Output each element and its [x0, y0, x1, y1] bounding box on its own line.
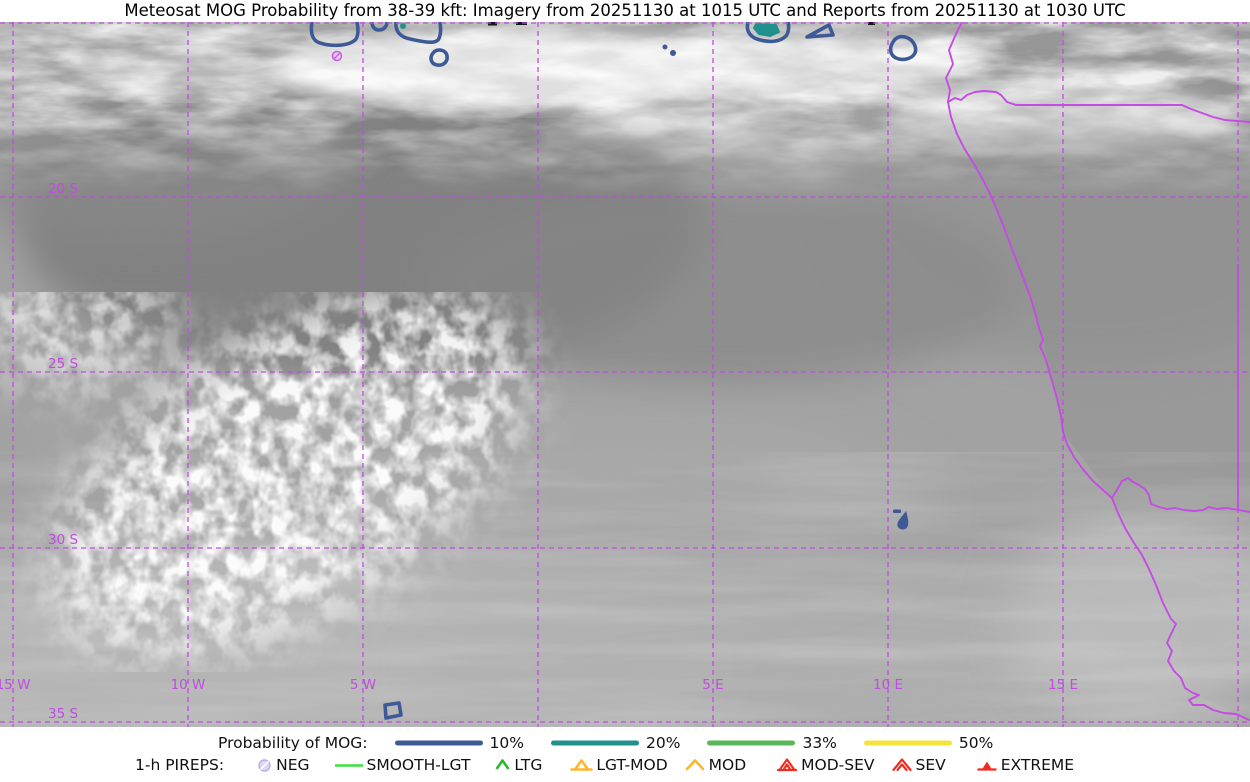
contour-10pct	[429, 48, 449, 67]
contour-10pct	[745, 22, 791, 44]
grid-labels: 20 S 25 S 30 S 35 S 15 W 10 W 5 W 5 E 10…	[0, 181, 1078, 722]
severe-double-caret-icon	[891, 758, 912, 772]
contour-10pct	[370, 22, 389, 32]
cumulus-cloud-field	[0, 292, 640, 672]
prob-10-label: 10%	[489, 734, 524, 752]
satellite-map: 20 S 25 S 30 S 35 S 15 W 10 W 5 W 5 E 10…	[0, 22, 1250, 727]
contour-20pct-dot	[400, 23, 406, 29]
lat-label: 35 S	[48, 706, 78, 722]
satellite-imagery-layer	[0, 22, 1250, 727]
prob-33-line-icon	[707, 740, 796, 746]
pirep-ltg-label: LTG	[514, 756, 543, 774]
contour-10pct	[309, 22, 360, 48]
grid-lines	[0, 22, 1250, 727]
prob-20-line-icon	[551, 740, 639, 746]
prob-20-label: 20%	[646, 734, 681, 752]
prob-50-line-icon	[863, 740, 952, 746]
contour-10pct-dot	[670, 50, 676, 56]
contour-10pct	[805, 23, 835, 39]
moderate-severe-triangle-icon	[777, 758, 798, 772]
lon-label: 10 E	[873, 677, 903, 693]
lat-label: 20 S	[48, 181, 78, 197]
contour-20pct-fill	[753, 23, 780, 37]
northern-border	[947, 90, 1250, 123]
top-cloud-band	[0, 22, 1250, 197]
light-moderate-triangle-icon	[570, 759, 594, 771]
neg-circle-icon	[258, 759, 271, 772]
contour-10pct	[888, 34, 918, 62]
probability-legend: Probability of MOG: 10% 20% 33% 50%	[218, 732, 993, 754]
coastline-borders	[945, 22, 1250, 721]
lon-label: 10 W	[171, 677, 206, 693]
pirep-smooth-lgt-label: SMOOTH-LGT	[366, 756, 471, 774]
lat-label: 25 S	[48, 356, 78, 372]
coastline-south	[1111, 497, 1250, 721]
page-title: Meteosat MOG Probability from 38-39 kft:…	[124, 1, 1126, 20]
mog-probability-map: 20 S 25 S 30 S 35 S 15 W 10 W 5 W 5 E 10…	[0, 22, 1250, 727]
contour-10pct	[383, 701, 403, 720]
pirep-mod-label: MOD	[708, 756, 747, 774]
neg-pirep-icon	[331, 50, 343, 62]
pirep-sev-label: SEV	[915, 756, 946, 774]
contour-10pct-drop	[897, 511, 909, 530]
moderate-caret-icon	[685, 759, 704, 771]
lon-label: 15 E	[1048, 677, 1078, 693]
contour-10pct	[394, 22, 443, 45]
probability-legend-title: Probability of MOG:	[218, 734, 368, 752]
prob-10-line-icon	[394, 740, 483, 746]
smooth-light-line-icon	[334, 764, 363, 767]
pirep-neg-label: NEG	[276, 756, 310, 774]
mog-probability-contours	[309, 22, 918, 720]
pirep-lgt-mod-label: LGT-MOD	[596, 756, 668, 774]
lon-label: 5 E	[702, 677, 723, 693]
extreme-filled-triangle-icon	[977, 761, 997, 771]
lon-label: 15 W	[0, 677, 30, 693]
contour-10pct-dash	[893, 509, 901, 513]
pireps-legend: 1-h PIREPS: NEG SMOOTH-LGT LTG LGT-MOD M…	[135, 754, 1074, 776]
pirep-extreme-label: EXTREME	[1000, 756, 1075, 774]
lon-label: 5 W	[350, 677, 376, 693]
prob-33-label: 33%	[802, 734, 837, 752]
orange-river-border	[1111, 477, 1250, 513]
pirep-mod-sev-label: MOD-SEV	[801, 756, 875, 774]
coastline-north	[945, 22, 1113, 499]
pireps-legend-title: 1-h PIREPS:	[135, 756, 225, 774]
light-caret-icon	[495, 759, 510, 770]
lat-label: 30 S	[48, 532, 78, 548]
contour-10pct-dot	[662, 44, 668, 50]
prob-50-label: 50%	[958, 734, 994, 752]
